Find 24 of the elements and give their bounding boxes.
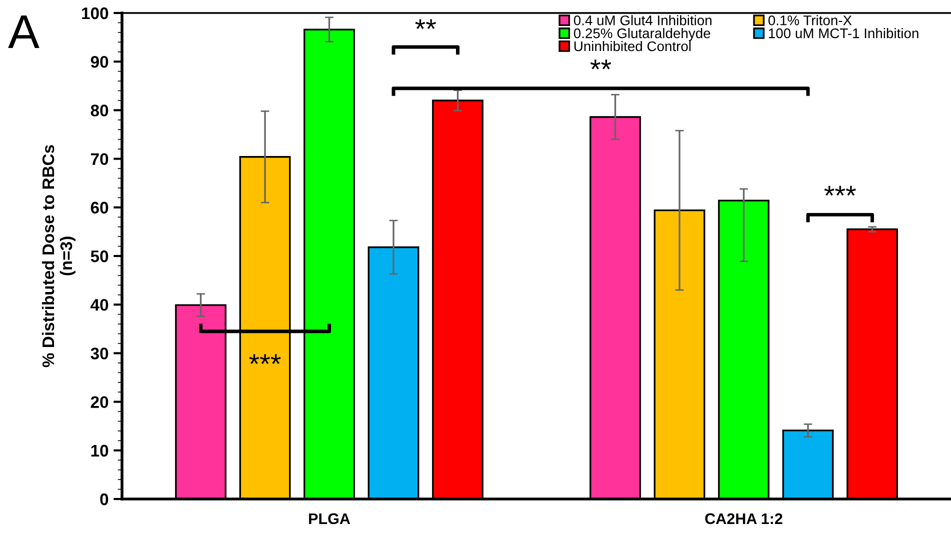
annotation: *** — [824, 186, 856, 196]
y-tick-label: 10 — [91, 444, 108, 457]
y-tick-label: 100 — [82, 7, 108, 20]
legend-label: 100 uM MCT-1 Inhibition — [768, 28, 918, 38]
annotation: ** — [415, 19, 436, 29]
y-tick-label: 60 — [90, 202, 108, 214]
y-tick-label: 80 — [90, 104, 108, 116]
y-tick-label: 70 — [90, 153, 108, 166]
text: A — [8, 16, 40, 48]
x-tick-label: CA2HA 1:2 — [705, 513, 782, 524]
legend-label: 0.4 uM Glut4 Inhibition — [574, 15, 712, 26]
annotation: ** — [590, 60, 612, 70]
y-tick-label: 30 — [90, 348, 108, 360]
y-tick-label: 50 — [90, 250, 108, 262]
legend-label: 0.25% Glutaraldehyde — [574, 28, 710, 41]
legend-label: 0.1% Triton-X — [768, 15, 852, 26]
y-axis-title: % Distributed Dose to RBCs (n=3) — [42, 145, 76, 368]
y-tick-label: 40 — [90, 299, 108, 311]
x-tick-label: PLGA — [309, 513, 350, 524]
y-tick-label: 0 — [100, 493, 108, 506]
y-tick-label: 20 — [90, 396, 108, 408]
legend-label: Uninhibited Control — [574, 40, 691, 52]
y-tick-label: 90 — [90, 56, 108, 68]
annotation: *** — [249, 354, 281, 364]
